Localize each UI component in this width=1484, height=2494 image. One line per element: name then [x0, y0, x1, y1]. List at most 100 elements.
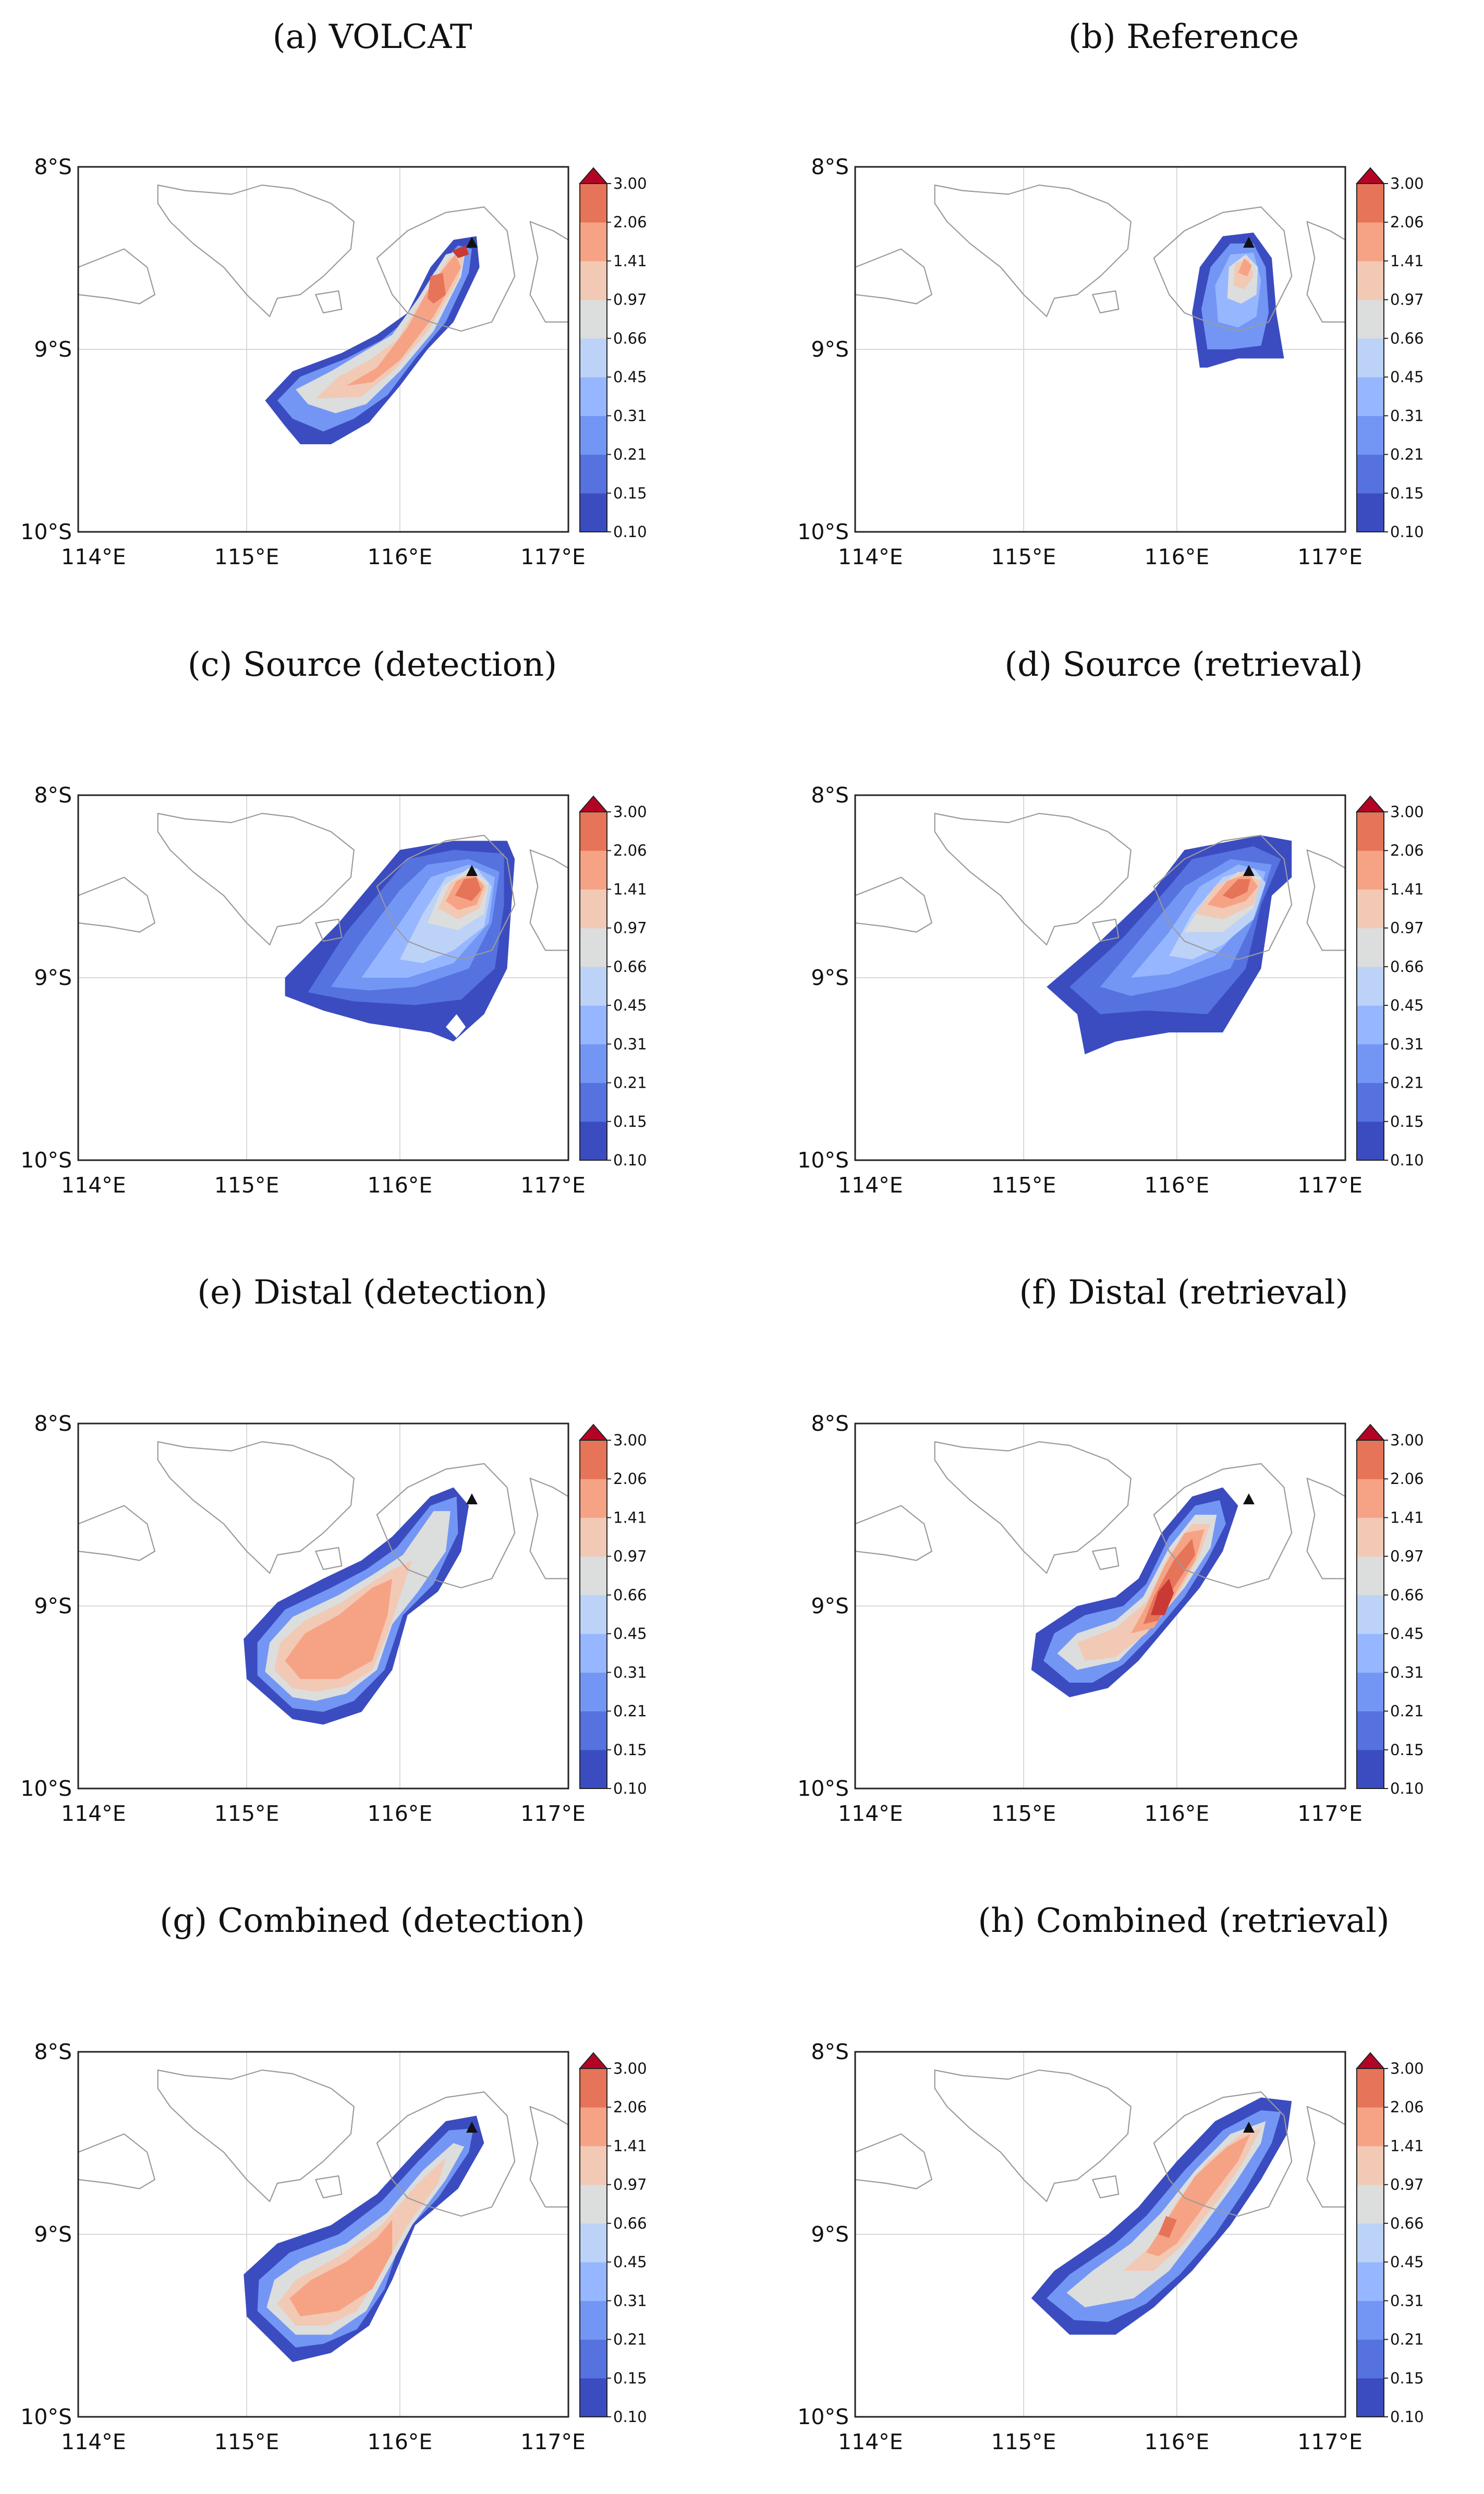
y-tick-label: 9°S: [34, 337, 72, 362]
colorbar-tick-label: 0.66: [613, 2215, 647, 2232]
colorbar-tick-label: 0.66: [613, 958, 647, 976]
panel-title-a: (a) VOLCAT: [273, 18, 472, 56]
colorbar-segment: [580, 1595, 607, 1634]
colorbar-segment: [1357, 2378, 1384, 2417]
colorbar-tick-label: 0.66: [1390, 330, 1424, 347]
panel-c: (c) Source (detection) 114°E 115°E 116°E 117…: [20, 646, 647, 1198]
colorbar-tick-label: 0.31: [613, 1035, 647, 1053]
colorbar-tick-label: 0.21: [1390, 446, 1424, 464]
coastline: [529, 849, 568, 951]
colorbar-tick-label: 3.00: [1390, 803, 1424, 821]
colorbar-segment: [1357, 2184, 1384, 2224]
x-tick-label: 115°E: [214, 2429, 279, 2454]
colorbar-tick-label: 0.15: [613, 484, 647, 502]
contour-level-7: [285, 1578, 393, 1679]
colorbar-segment: [580, 966, 607, 1006]
panel-title-f: (f) Distal (retrieval): [1019, 1273, 1348, 1312]
panel-g: (g) Combined (detection) 114°E 115°E 116°E 1…: [20, 1902, 647, 2454]
colorbar-segment: [1357, 2069, 1384, 2108]
coastline: [1153, 2091, 1293, 2217]
colorbar-tick-label: 0.15: [1390, 2369, 1424, 2387]
coastline: [1153, 206, 1293, 332]
colorbar-extend-icon: [578, 167, 609, 184]
colorbar-frame: [579, 2068, 607, 2417]
x-tick-label: 116°E: [368, 2429, 433, 2454]
colorbar-segment: [580, 1517, 607, 1557]
colorbar-segment: [1357, 2339, 1384, 2379]
colorbar-extend-icon: [1355, 2052, 1385, 2069]
x-tick-label: 117°E: [1297, 1801, 1363, 1826]
colorbar-tick-label: 0.10: [613, 523, 647, 541]
y-tick-label: 9°S: [34, 2222, 72, 2247]
colorbar-frame: [579, 183, 607, 532]
colorbar-extend-icon: [1355, 1424, 1385, 1441]
y-tick-label: 9°S: [811, 2222, 849, 2247]
panel-e: (e) Distal (detection) 114°E 115°E 116°E 117…: [20, 1273, 647, 1826]
colorbar-extend-icon: [578, 1424, 609, 1441]
coastline: [315, 290, 343, 314]
panel-title-c: (c) Source (detection): [188, 646, 557, 684]
coastline: [1306, 1477, 1345, 1579]
panel-b: (b) Reference 114°E 115°E 116°E 117°E 8°S 9°S 1…: [797, 18, 1424, 569]
y-tick-label: 10°S: [20, 1148, 72, 1173]
colorbar-tick-label: 0.31: [1390, 1663, 1424, 1681]
colorbar-tick-label: 0.21: [613, 1702, 647, 1720]
volcano-marker-icon: [466, 865, 478, 876]
y-tick-label: 9°S: [811, 965, 849, 990]
x-tick-label: 116°E: [1145, 2429, 1210, 2454]
y-tick-label: 10°S: [20, 519, 72, 544]
coastline: [376, 834, 516, 960]
colorbar-tick-label: 1.41: [1390, 880, 1424, 898]
colorbar-tick-label: 0.45: [613, 996, 647, 1014]
colorbar-segment: [580, 889, 607, 929]
y-tick-label: 10°S: [797, 1776, 849, 1801]
y-tick-label: 10°S: [797, 1148, 849, 1173]
x-tick-label: 114°E: [838, 1801, 903, 1826]
colorbar-tick-label: 0.45: [613, 368, 647, 386]
y-tick-label: 8°S: [34, 1411, 72, 1436]
x-tick-label: 117°E: [1297, 2429, 1363, 2454]
colorbar-tick-label: 0.15: [1390, 484, 1424, 502]
y-tick-label: 10°S: [797, 519, 849, 544]
y-tick-label: 9°S: [34, 965, 72, 990]
colorbar-tick-label: 0.45: [1390, 1625, 1424, 1643]
contour-level-5: [296, 249, 466, 413]
colorbar-segment: [1357, 1440, 1384, 1479]
coastline: [376, 1463, 516, 1589]
colorbar-tick-label: 1.41: [1390, 252, 1424, 270]
coastline: [157, 1441, 355, 1574]
colorbar-segment: [1357, 1044, 1384, 1084]
y-tick-label: 10°S: [20, 2404, 72, 2429]
colorbar-tick-label: 3.00: [1390, 175, 1424, 192]
coastline: [315, 2175, 343, 2199]
colorbar-segment: [580, 2184, 607, 2224]
coastline: [315, 918, 343, 942]
contour-level-8: [427, 273, 446, 304]
colorbar-tick-label: 0.97: [613, 291, 647, 309]
coastline: [157, 2069, 355, 2203]
colorbar-tick-label: 1.41: [613, 880, 647, 898]
colorbar-segment: [1357, 1479, 1384, 1518]
y-tick-label: 8°S: [34, 154, 72, 179]
colorbar-segment: [580, 1005, 607, 1044]
colorbar-tick-label: 0.10: [613, 1151, 647, 1169]
colorbar-extend-icon: [1355, 795, 1385, 812]
colorbar-segment: [580, 2146, 607, 2185]
coastline: [934, 184, 1132, 318]
map-area-c: [78, 795, 568, 1160]
colorbar-segment: [1357, 416, 1384, 455]
panel-a: (a) VOLCAT 114°E 115°E 116°E 117°E 8°S 9°S 10°S…: [20, 18, 647, 569]
colorbar-segment: [1357, 1082, 1384, 1122]
colorbar-segment: [1357, 1121, 1384, 1161]
map-frame: [77, 794, 569, 1161]
map-area-b: [855, 167, 1345, 532]
colorbar-tick-label: 0.31: [613, 1663, 647, 1681]
y-tick-label: 9°S: [811, 337, 849, 362]
colorbar-tick-label: 1.41: [1390, 1508, 1424, 1526]
colorbar-segment: [1357, 889, 1384, 929]
colorbar-tick-label: 2.06: [613, 213, 647, 231]
colorbar-frame: [1356, 1440, 1384, 1789]
x-tick-label: 115°E: [991, 544, 1056, 569]
coastline: [934, 1441, 1132, 1574]
colorbar-tick-label: 0.21: [1390, 1074, 1424, 1092]
